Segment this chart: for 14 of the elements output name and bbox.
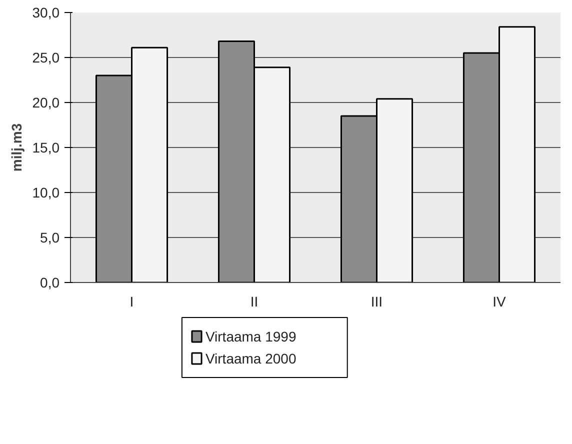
y-tick-label: 25,0	[32, 50, 60, 66]
y-tick-label: 0,0	[40, 274, 60, 290]
legend-label: Virtaama 2000	[205, 350, 296, 366]
legend-label: Virtaama 1999	[205, 328, 296, 344]
y-tick-label: 20,0	[32, 94, 60, 110]
y-tick-label: 10,0	[32, 184, 60, 200]
x-tick-label: II	[250, 294, 258, 310]
x-tick-label: IV	[492, 294, 507, 310]
y-tick-label: 5,0	[40, 230, 60, 246]
y-tick-label: 15,0	[32, 140, 60, 156]
y-axis-title: milj.m3	[8, 123, 24, 172]
x-tick-label: I	[130, 294, 134, 310]
y-tick-label: 30,0	[32, 4, 60, 20]
x-tick-label: III	[370, 294, 383, 310]
